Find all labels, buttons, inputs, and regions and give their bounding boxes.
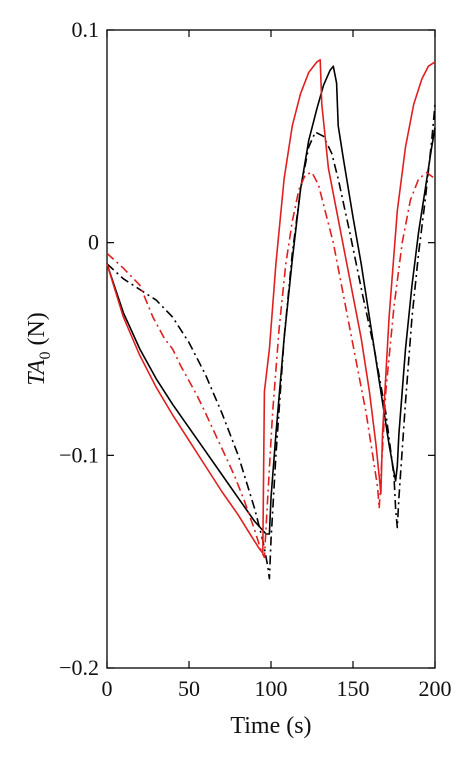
x-tick-label: 50 bbox=[178, 676, 200, 701]
series-line-3 bbox=[106, 59, 436, 554]
x-tick-label: 100 bbox=[255, 676, 288, 701]
tick-labels: 0 50 100 150 200 −0.2 −0.1 0 0.1 bbox=[59, 17, 451, 701]
y-tick-label: 0 bbox=[88, 230, 99, 255]
ticks bbox=[106, 29, 436, 669]
x-tick-label: 200 bbox=[419, 676, 452, 701]
y-tick-label: 0.1 bbox=[72, 17, 100, 42]
y-axis-label-subscript: 0 bbox=[37, 352, 54, 360]
series-lines bbox=[106, 59, 436, 580]
plot-frame bbox=[106, 29, 436, 669]
y-axis-label-unit: (N) bbox=[24, 312, 50, 351]
series-line-4 bbox=[106, 171, 436, 559]
y-tick-label: −0.2 bbox=[59, 655, 99, 680]
series-line-2 bbox=[106, 104, 436, 580]
y-tick-label: −0.1 bbox=[59, 442, 99, 467]
x-axis-label: Time (s) bbox=[230, 713, 311, 739]
x-tick-label: 150 bbox=[337, 676, 370, 701]
y-axis-label: TA0 (N) bbox=[24, 312, 54, 386]
y-axis-label-symbol: TA bbox=[24, 359, 50, 386]
x-tick-label: 0 bbox=[102, 676, 113, 701]
series-line-1 bbox=[106, 65, 436, 535]
